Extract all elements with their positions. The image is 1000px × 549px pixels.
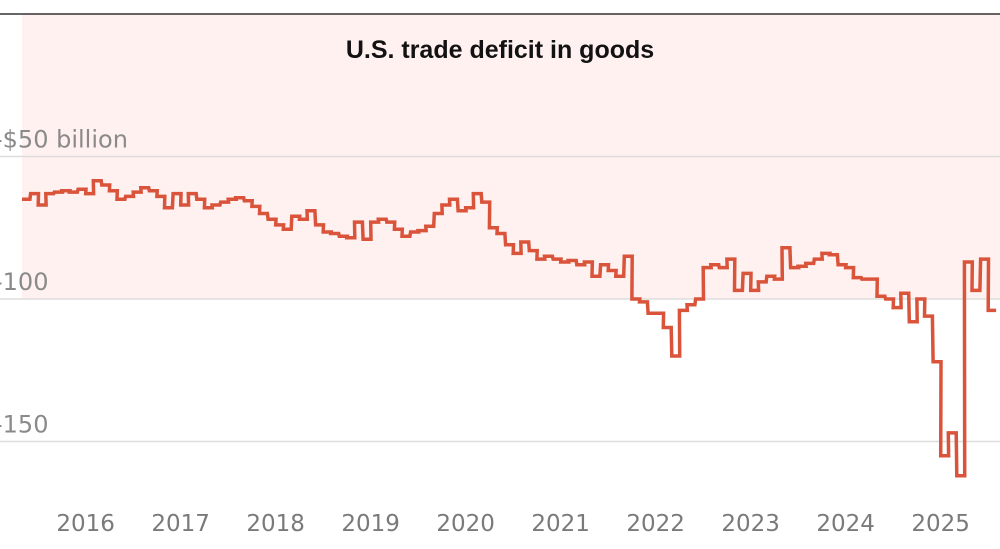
x-tick-label: 2022 [626, 511, 685, 537]
x-tick-label: 2025 [911, 511, 970, 537]
trade-deficit-line [22, 178, 997, 478]
x-tick-label: 2017 [151, 511, 210, 537]
x-tick-label: 2023 [721, 511, 780, 537]
x-tick-label: 2016 [56, 511, 115, 537]
x-tick-label: 2020 [436, 511, 495, 537]
x-tick-label: 2018 [246, 511, 305, 537]
chart-title: U.S. trade deficit in goods [346, 36, 654, 64]
x-tick-label: 2021 [531, 511, 590, 537]
y-axis-labels: -$50 billion -100 -150 [0, 126, 128, 439]
x-tick-label: 2024 [816, 511, 875, 537]
y-tick-label: -100 [0, 268, 48, 296]
y-tick-label: -150 [0, 411, 48, 439]
gridlines [0, 155, 1000, 443]
y-tick-label: -$50 billion [0, 126, 128, 154]
x-axis-labels: 2016 2017 2018 2019 2020 2021 2022 2023 2024 2025 [56, 511, 970, 537]
x-tick-label: 2019 [341, 511, 400, 537]
